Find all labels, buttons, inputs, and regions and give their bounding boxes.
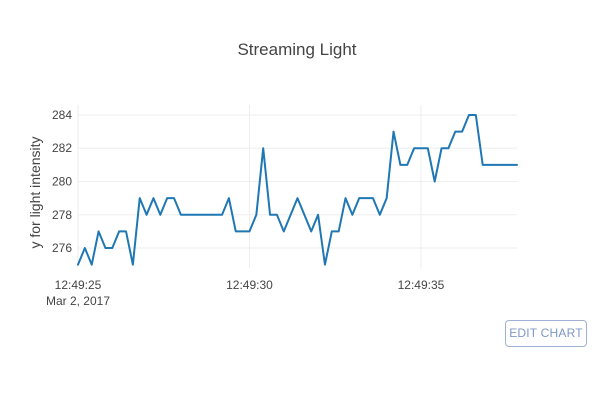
y-axis-title: y for light intensity (27, 136, 43, 248)
y-tick-layer: 276 278 280 282 284 (52, 108, 72, 255)
x-tick-date-label: Mar 2, 2017 (46, 294, 110, 308)
grid-layer (77, 105, 517, 268)
y-tick-label: 280 (52, 175, 72, 189)
y-tick-label: 284 (52, 108, 72, 122)
y-tick-label: 278 (52, 208, 72, 222)
x-tick-label: 12:49:30 (226, 278, 273, 292)
series-line-0 (77, 113, 518, 266)
edit-chart-button[interactable]: EDIT CHART (505, 320, 587, 347)
series-layer (77, 113, 518, 266)
y-tick-label: 276 (52, 241, 72, 255)
y-tick-label: 282 (52, 141, 72, 155)
x-tick-label: 12:49:25 (55, 278, 102, 292)
x-tick-label: 12:49:35 (398, 278, 445, 292)
x-tick-layer: 12:49:25 Mar 2, 2017 12:49:30 12:49:35 (46, 278, 445, 308)
chart-title: Streaming Light (237, 40, 356, 59)
